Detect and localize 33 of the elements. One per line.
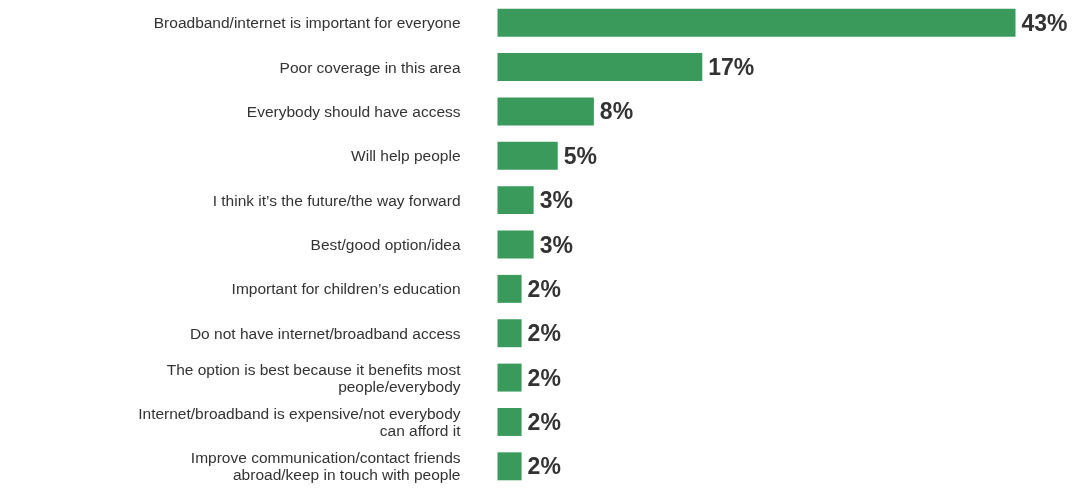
bar [497,53,703,82]
y-tick-label: Will help people [351,147,461,165]
y-tick-label: Do not have internet/broadband access [189,324,461,342]
y-tick-label: Best/good option/idea [310,236,461,253]
y-tick-label: Improve communication/contact friends abroad/keep in touch with people [190,449,461,484]
data-label: 43% [1021,9,1068,36]
bar [497,452,522,481]
y-tick-label: I think it’s the future/the way forward [212,191,461,209]
data-label: 3% [539,231,573,258]
data-label: 3% [539,187,573,214]
bar [497,363,522,392]
data-label: 8% [599,98,634,125]
y-tick-label: Everybody should have access [246,102,461,120]
data-label: 2% [527,320,561,347]
bar [497,230,534,259]
bar [497,319,522,348]
y-tick-label: Internet/broadband is expensive/not everybody can afford it [138,404,462,439]
data-label: 2% [527,453,561,480]
bar [497,186,534,215]
data-label: 5% [563,142,597,169]
bar [497,141,558,170]
data-label: 2% [527,408,561,435]
y-tick-label: The option is best because it benefits most people/everybody [166,360,462,395]
bar [497,274,522,303]
data-label: 2% [527,275,561,302]
bar [497,8,1016,37]
bar [497,97,594,126]
bar [497,407,522,436]
data-label: 2% [527,364,561,391]
y-tick-label: Important for children’s education [231,280,461,298]
data-label: 17% [708,54,755,81]
y-tick-label: Broadband/internet is important for everyone [153,14,461,32]
y-tick-label: Poor coverage in this area [279,58,461,76]
